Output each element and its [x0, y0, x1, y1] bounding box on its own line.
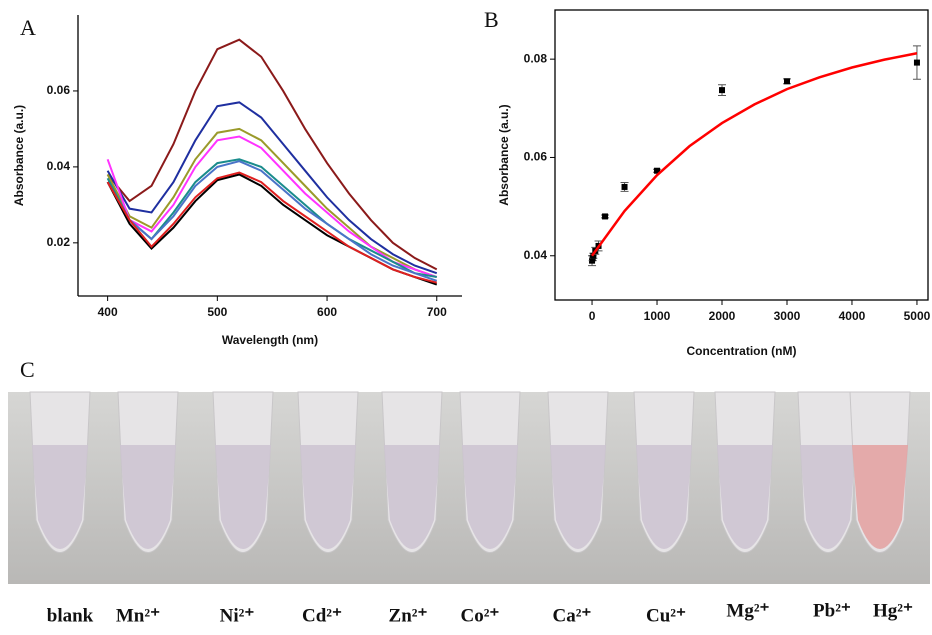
tube-liquid: [550, 445, 606, 549]
ion-labels: blank Mn²⁺ Ni²⁺ Cd²⁺ Zn²⁺ Co²⁺ Ca²⁺ Cu²⁺…: [47, 600, 913, 626]
panel-label: C: [20, 357, 35, 382]
tube-liquid: [384, 445, 440, 549]
series-line: [106, 160, 438, 282]
y-tick-label: 0.06: [47, 83, 71, 97]
x-tick-label: 700: [427, 305, 447, 319]
ion-label: Co²⁺: [461, 605, 500, 626]
series-line: [591, 52, 918, 257]
tube-liquid: [120, 445, 176, 549]
ion-label: Zn²⁺: [389, 605, 428, 626]
ion-label: Ni²⁺: [220, 605, 255, 626]
ion-label: Ca²⁺: [553, 605, 592, 626]
point: [719, 87, 726, 94]
tube-liquid: [800, 445, 856, 549]
tube-liquid: [462, 445, 518, 549]
series-line: [106, 127, 438, 278]
panel-label: B: [484, 7, 499, 32]
tube-liquid: [32, 445, 88, 549]
series-line: [106, 171, 438, 284]
x-tick-label: 3000: [774, 309, 801, 323]
x-tick-label: 600: [317, 305, 337, 319]
x-tick-label: 0: [589, 309, 596, 323]
x-tick-label: 5000: [904, 309, 931, 323]
y-tick-label: 0.06: [524, 150, 548, 164]
point: [783, 78, 790, 85]
y-tick-label: 0.08: [524, 51, 548, 65]
x-tick-label: 400: [98, 305, 118, 319]
point: [654, 167, 661, 174]
series-line: [106, 101, 438, 275]
ion-label: Cu²⁺: [646, 605, 686, 626]
tube-liquid: [300, 445, 356, 549]
point: [913, 59, 920, 66]
ion-label: Cd²⁺: [302, 605, 342, 626]
x-tick-label: 2000: [709, 309, 736, 323]
x-tick-label: 4000: [839, 309, 866, 323]
ion-label: blank: [47, 605, 94, 626]
tube-liquid: [215, 445, 271, 549]
tube-liquid: [636, 445, 692, 549]
y-tick-label: 0.04: [524, 248, 548, 262]
x-tick-label: 1000: [644, 309, 671, 323]
point: [602, 213, 609, 220]
ion-label: Pb²⁺: [813, 600, 851, 621]
y-axis-title: Absorbance (a.u.): [12, 105, 26, 206]
series-line: [106, 38, 438, 271]
x-axis-title: Wavelength (nm): [222, 333, 318, 347]
y-tick-label: 0.02: [47, 235, 71, 249]
tube-liquid: [717, 445, 773, 549]
y-tick-label: 0.04: [47, 159, 71, 173]
point: [621, 183, 628, 190]
ion-label: Mn²⁺: [116, 605, 160, 626]
series-line: [106, 135, 438, 278]
x-axis-title: Concentration (nM): [687, 344, 797, 358]
x-tick-label: 500: [207, 305, 227, 319]
tubes: [29, 391, 911, 553]
series-line: [106, 158, 437, 278]
tube-liquid: [852, 445, 908, 549]
y-axis-title: Absorbance (a.u.): [497, 104, 511, 205]
plot-frame: [554, 9, 929, 301]
panel-label: A: [20, 15, 36, 40]
ion-label: Mg²⁺: [726, 600, 769, 621]
ion-label: Hg²⁺: [873, 600, 913, 621]
